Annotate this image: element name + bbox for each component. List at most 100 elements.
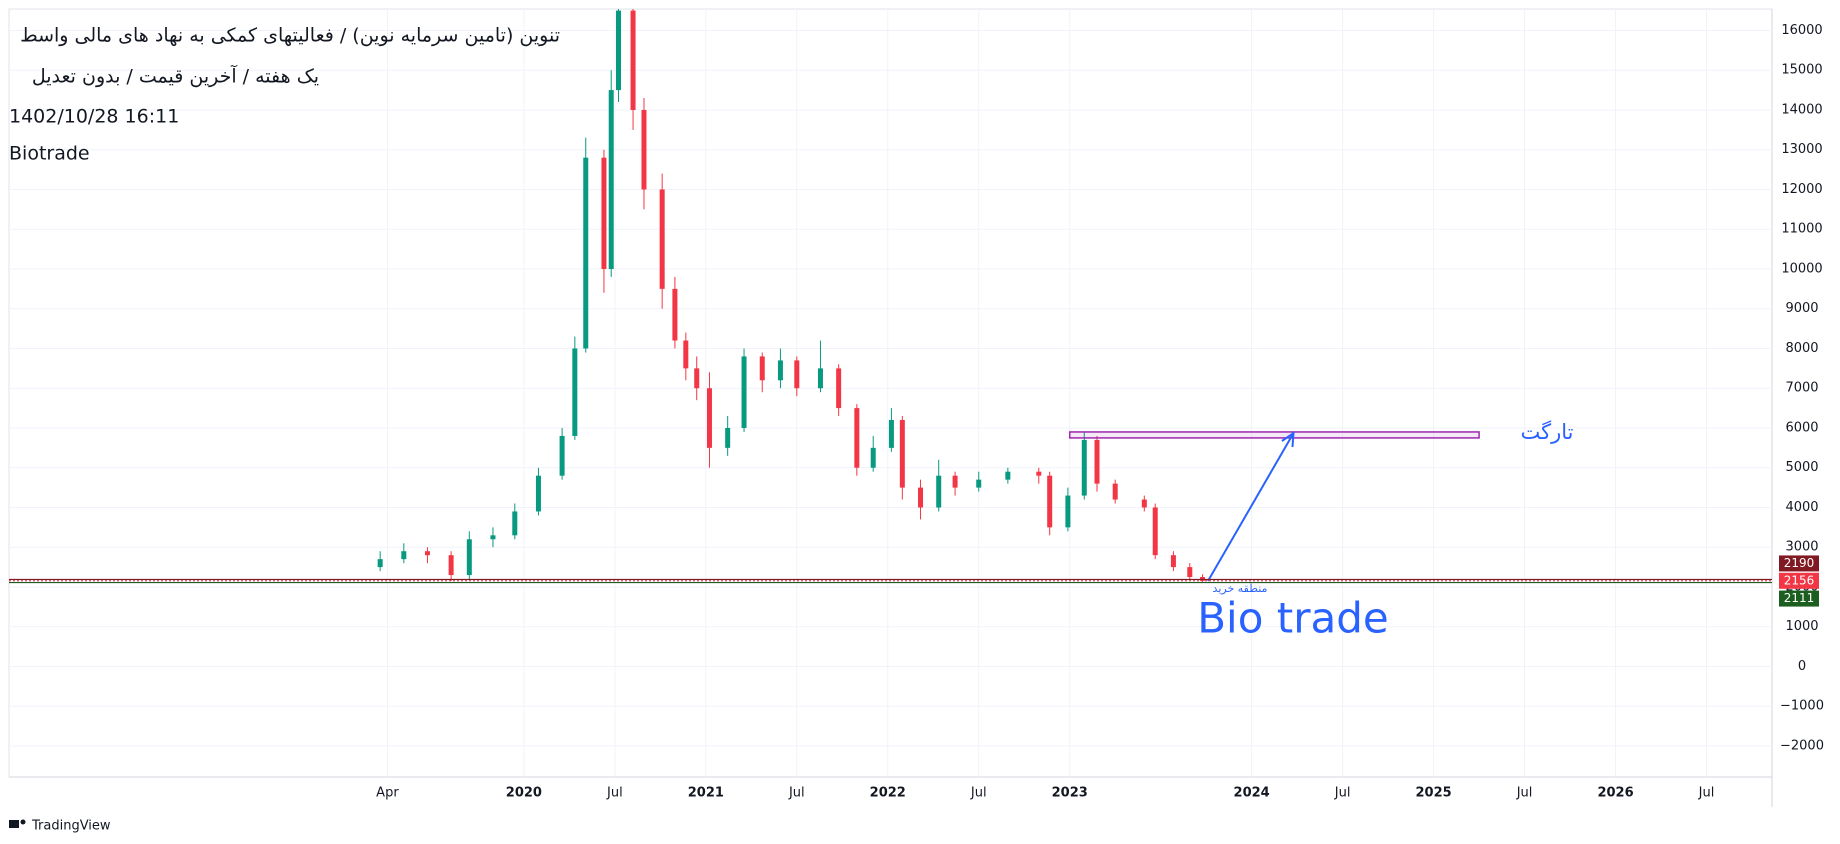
marks bbox=[9, 9, 1772, 584]
y-tick-label: 0 bbox=[1798, 659, 1806, 674]
price-label-box bbox=[1779, 555, 1819, 572]
y-tick-label: 6000 bbox=[1785, 420, 1818, 435]
chart-subtitle: یک هفته / آخرین قیمت / بدون تعدیل bbox=[32, 64, 319, 88]
price-label: 2111 bbox=[1784, 591, 1815, 605]
x-tick-label: 2021 bbox=[688, 786, 724, 801]
candle-body bbox=[448, 555, 454, 576]
candle-body bbox=[794, 360, 800, 389]
y-tick-label: −2000 bbox=[1780, 738, 1824, 753]
x-tick-label: 2023 bbox=[1052, 786, 1088, 801]
candle-body bbox=[1065, 495, 1071, 528]
y-tick-label: 11000 bbox=[1781, 222, 1822, 237]
candle-body bbox=[870, 447, 876, 468]
candle-body bbox=[1112, 483, 1118, 500]
price-label: 2190 bbox=[1784, 556, 1815, 570]
candle-body bbox=[899, 420, 905, 488]
chart-title: تنوین (تامین سرمایه نوین) / فعالیتهای کم… bbox=[20, 25, 560, 47]
candle-body bbox=[1094, 439, 1100, 484]
y-tick-label: 10000 bbox=[1781, 261, 1822, 276]
candle-body bbox=[888, 420, 894, 448]
watermark-text: Bio trade bbox=[1197, 594, 1389, 643]
candle-body bbox=[918, 487, 924, 508]
price-label: 2156 bbox=[1784, 573, 1815, 587]
candle-body bbox=[512, 511, 518, 536]
x-tick-label: 2022 bbox=[870, 786, 906, 801]
candle-body bbox=[817, 368, 823, 389]
y-tick-label: 5000 bbox=[1785, 460, 1818, 475]
candle-body bbox=[601, 157, 607, 269]
y-tick-label: 3000 bbox=[1785, 540, 1818, 555]
price-label-box bbox=[1779, 572, 1819, 589]
candle-body bbox=[466, 539, 472, 576]
candle-body bbox=[936, 475, 942, 508]
x-tick-label: Jul bbox=[788, 786, 805, 801]
x-tick-label: Jul bbox=[970, 786, 987, 801]
candle-body bbox=[659, 189, 665, 289]
candle-body bbox=[424, 551, 430, 556]
axes: −2000−1000010002000300040005000600070008… bbox=[376, 23, 1824, 801]
candle-body bbox=[1047, 475, 1053, 528]
y-tick-label: 9000 bbox=[1785, 301, 1818, 316]
y-tick-label: 4000 bbox=[1785, 500, 1818, 515]
candle-body bbox=[759, 356, 765, 381]
price-label-box bbox=[1779, 590, 1819, 607]
chart-author: Biotrade bbox=[9, 143, 90, 165]
target-zone bbox=[1068, 431, 1480, 439]
x-tick-label: Jul bbox=[1698, 786, 1715, 801]
buy-zone-label: منطقه خرید bbox=[1213, 582, 1268, 595]
target-label: تارگت bbox=[1520, 420, 1573, 444]
brand: TradingView bbox=[31, 819, 111, 834]
candle-body bbox=[583, 157, 589, 349]
candle-body bbox=[1152, 507, 1158, 556]
x-tick-label: Jul bbox=[1334, 786, 1351, 801]
chart-datetime: 1402/10/28 16:11 bbox=[9, 106, 179, 128]
candle-body bbox=[836, 368, 842, 409]
y-tick-label: 14000 bbox=[1781, 102, 1822, 117]
candle-body bbox=[1036, 471, 1042, 476]
x-tick-label: 2024 bbox=[1234, 786, 1270, 801]
y-tick-label: 12000 bbox=[1781, 182, 1822, 197]
candle-body bbox=[490, 535, 496, 540]
y-tick-label: 7000 bbox=[1785, 381, 1818, 396]
candle-body bbox=[725, 427, 731, 448]
candle-body bbox=[1081, 439, 1087, 496]
candle-body bbox=[1005, 471, 1011, 480]
y-tick-label: 15000 bbox=[1781, 63, 1822, 78]
candle-body bbox=[615, 10, 621, 91]
candle-body bbox=[572, 348, 578, 436]
arrow-head bbox=[1281, 431, 1295, 448]
y-tick-label: −1000 bbox=[1780, 699, 1824, 714]
candle-body bbox=[976, 479, 982, 488]
x-tick-label: 2025 bbox=[1415, 786, 1451, 801]
candle-body bbox=[1187, 567, 1193, 578]
candle-body bbox=[683, 340, 689, 369]
candle-body bbox=[641, 109, 647, 190]
candle-body bbox=[672, 288, 678, 341]
candle-body bbox=[377, 559, 383, 568]
x-tick-label: 2020 bbox=[506, 786, 542, 801]
candle-body bbox=[854, 408, 860, 468]
candle-body bbox=[630, 10, 636, 110]
x-tick-label: 2026 bbox=[1597, 786, 1633, 801]
arrow-line bbox=[1207, 432, 1295, 582]
candle-body bbox=[706, 388, 712, 448]
y-tick-label: 8000 bbox=[1785, 341, 1818, 356]
candle-body bbox=[535, 475, 541, 512]
y-tick-label: 16000 bbox=[1781, 23, 1822, 38]
candle-body bbox=[401, 551, 407, 560]
x-tick-label: Jul bbox=[606, 786, 623, 801]
candle-body bbox=[1141, 499, 1147, 508]
candle-body bbox=[741, 356, 747, 428]
candle-body bbox=[777, 360, 783, 381]
candle-body bbox=[608, 90, 614, 269]
candle-body bbox=[952, 475, 958, 488]
x-tick-label: Jul bbox=[1516, 786, 1533, 801]
x-tick-label: Apr bbox=[376, 786, 399, 801]
candle-body bbox=[1170, 555, 1176, 568]
plot-frame bbox=[8, 8, 1773, 778]
candle-body bbox=[694, 368, 700, 389]
y-tick-label: 13000 bbox=[1781, 142, 1822, 157]
candle-body bbox=[559, 435, 565, 476]
grid bbox=[9, 9, 1772, 777]
